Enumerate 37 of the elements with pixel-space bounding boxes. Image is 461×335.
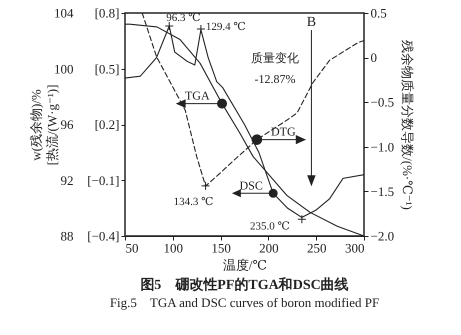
series-label: DTG xyxy=(270,124,296,139)
y2-tick-label: 0 xyxy=(370,50,377,66)
x-tick-label: 250 xyxy=(306,240,326,256)
annotation: 235.0 ℃ xyxy=(250,220,290,232)
ref-line-label: B xyxy=(306,15,316,30)
legend-label: DSC xyxy=(240,178,263,192)
x-tick-label: 200 xyxy=(259,240,279,256)
y-tick-label: 88 xyxy=(60,228,74,244)
y2-tick-label: −1.5 xyxy=(370,184,394,199)
y2-tick-label: −2.0 xyxy=(370,228,394,244)
x-tick-label: 300 xyxy=(345,240,364,256)
y3-tick-label: [0.2] xyxy=(94,117,120,132)
text: 图5 硼改性PF的TGA和DSC曲线 xyxy=(140,277,349,293)
text: Fig.5 TGA and DSC curves of boron modified PF xyxy=(110,295,380,310)
x-tick-label: 100 xyxy=(164,240,184,256)
y3-axis-title: [热流/(W·g⁻¹)] xyxy=(44,84,60,166)
x-tick-label: 150 xyxy=(211,240,231,256)
x-tick-label: 50 xyxy=(126,240,138,256)
y3-tick-label: [−0.4] xyxy=(87,228,120,244)
y-tick-label: 104 xyxy=(54,6,74,20)
y3-tick-label: [−0.1] xyxy=(87,172,120,188)
annotation: 134.3 ℃ xyxy=(174,196,214,208)
y2-tick-label: 0.5 xyxy=(370,6,387,20)
x-axis-title: 温度/℃ xyxy=(222,258,268,272)
y-tick-label: 96 xyxy=(60,117,74,132)
y-tick-label: 100 xyxy=(54,61,74,76)
legend-label: TGA xyxy=(184,88,210,103)
annotation: -12.87% xyxy=(254,72,296,86)
y2-tick-label: −0.5 xyxy=(370,94,394,110)
y2-tick-label: −1.0 xyxy=(370,139,394,154)
annotation: 质量变化 xyxy=(251,51,299,65)
y2-axis-title: 残余物质量分数导数/(%·℃⁻¹) xyxy=(400,40,416,210)
y-axis-title: w(残余物)/% xyxy=(28,89,44,161)
y3-tick-label: [0.8] xyxy=(94,6,120,20)
y-tick-label: 92 xyxy=(60,172,74,188)
y3-tick-label: [0.5] xyxy=(94,61,120,76)
annotation: 129.4 ℃ xyxy=(206,21,246,34)
